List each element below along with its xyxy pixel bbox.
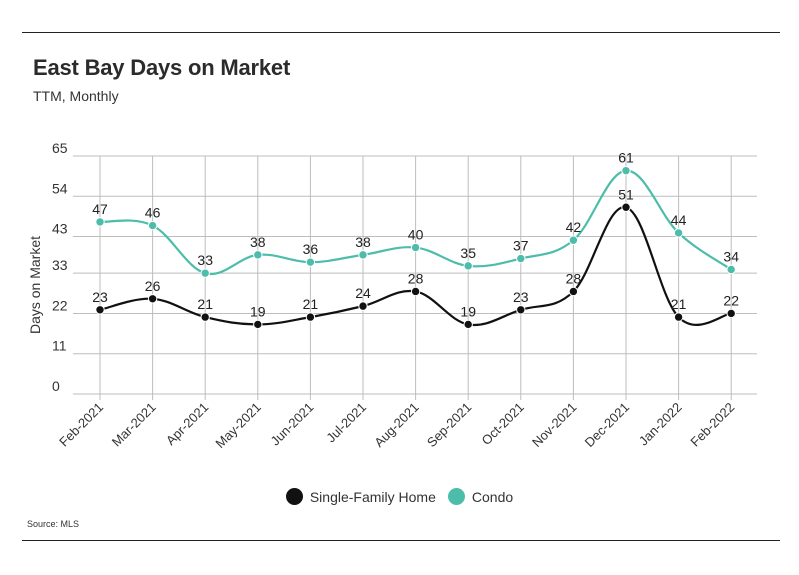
data-point-single-family — [410, 286, 421, 297]
x-tick-label: Feb-2021 — [56, 400, 106, 450]
data-point-condo — [147, 220, 158, 231]
data-point-single-family — [621, 202, 631, 212]
x-tick-labels: Feb-2021 Mar-2021 Apr-2021 May-2021 Jun-2021… — [56, 400, 737, 451]
data-point-single-family — [358, 301, 368, 311]
x-tick-label: Jan-2022 — [636, 400, 685, 449]
series-points — [95, 165, 736, 330]
data-point-single-family — [463, 319, 473, 330]
data-point-single-family — [516, 305, 526, 315]
y-tick-label: 65 — [52, 140, 68, 156]
x-tick-label: Apr-2021 — [163, 400, 211, 448]
data-label-condo: 61 — [618, 150, 634, 166]
data-label-single-family: 21 — [197, 296, 213, 312]
top-rule — [22, 32, 780, 33]
data-point-condo — [516, 253, 526, 264]
data-label-single-family: 51 — [618, 186, 634, 202]
data-label-condo: 38 — [355, 234, 371, 250]
data-label-condo: 33 — [197, 252, 213, 268]
chart-subtitle: TTM, Monthly — [33, 88, 119, 104]
data-point-condo — [568, 235, 579, 245]
data-labels: 47 46 33 38 36 38 40 35 37 42 61 44 34 23 26 21 19 21 24 28… — [92, 150, 739, 320]
y-tick-label: 22 — [52, 297, 68, 313]
legend-item-single-family[interactable]: Single-Family Home — [285, 488, 436, 505]
data-point-condo — [673, 228, 684, 238]
data-label-single-family: 21 — [303, 296, 319, 312]
data-label-single-family: 23 — [513, 289, 529, 305]
legend-label-single-family: Single-Family Home — [309, 488, 436, 505]
data-label-single-family: 21 — [671, 296, 687, 312]
data-label-single-family: 23 — [92, 289, 108, 305]
data-label-single-family: 24 — [355, 285, 371, 301]
data-label-condo: 47 — [92, 201, 108, 217]
chart-title: East Bay Days on Market — [33, 55, 291, 80]
data-point-single-family — [673, 312, 684, 322]
data-point-condo — [621, 165, 631, 176]
y-tick-label: 11 — [52, 338, 67, 354]
data-label-condo: 44 — [671, 212, 687, 228]
x-tick-label: May-2021 — [212, 400, 263, 451]
x-tick-label: Sep-2021 — [424, 400, 474, 450]
data-label-condo: 36 — [303, 241, 319, 257]
grid-lines — [73, 155, 757, 400]
data-label-single-family: 22 — [723, 292, 739, 308]
data-point-single-family — [253, 319, 263, 330]
data-label-single-family: 19 — [250, 303, 266, 319]
legend-label-condo: Condo — [471, 488, 514, 505]
data-point-single-family — [305, 312, 316, 322]
x-tick-label: Dec-2021 — [582, 400, 632, 450]
data-point-single-family — [95, 305, 105, 315]
data-point-condo — [253, 250, 263, 260]
data-point-condo — [200, 268, 210, 278]
y-tick-label: 0 — [52, 378, 60, 394]
legend-swatch-single-family — [285, 488, 303, 505]
data-label-condo: 42 — [566, 219, 582, 235]
data-point-single-family — [726, 308, 736, 319]
x-tick-label: Oct-2021 — [478, 400, 526, 448]
bottom-rule — [22, 540, 780, 541]
y-axis-label: Days on Market — [27, 236, 43, 334]
data-point-condo — [463, 261, 473, 271]
data-label-condo: 40 — [408, 227, 424, 243]
data-point-condo — [305, 257, 316, 267]
x-tick-label: Jun-2021 — [268, 400, 317, 449]
data-point-condo — [726, 264, 736, 275]
data-point-single-family — [200, 312, 210, 322]
data-label-condo: 38 — [250, 234, 266, 250]
data-label-condo: 34 — [723, 249, 739, 265]
x-tick-label: Jul-2021 — [323, 400, 369, 446]
legend: Single-Family Home Condo — [0, 488, 799, 505]
x-tick-label: Mar-2021 — [109, 400, 159, 450]
legend-swatch-condo — [447, 488, 465, 505]
data-label-single-family: 28 — [566, 270, 582, 286]
y-tick-label: 33 — [52, 257, 68, 273]
data-label-single-family: 26 — [145, 278, 161, 294]
data-label-single-family: 28 — [408, 270, 424, 286]
data-point-condo — [410, 242, 421, 253]
y-tick-labels: 0 11 22 33 43 54 65 — [52, 140, 68, 394]
x-tick-label: Nov-2021 — [529, 400, 579, 450]
data-label-condo: 37 — [513, 238, 529, 254]
source-note: Source: MLS — [27, 519, 80, 529]
data-label-condo: 35 — [460, 245, 476, 261]
y-axis-label-group: Days on Market — [27, 236, 43, 334]
y-tick-label: 54 — [52, 180, 68, 196]
legend-item-condo[interactable]: Condo — [447, 488, 514, 505]
data-point-single-family — [147, 294, 158, 304]
data-point-condo — [95, 217, 105, 227]
x-tick-label: Feb-2022 — [687, 400, 737, 450]
data-label-single-family: 19 — [460, 303, 476, 319]
data-point-condo — [358, 250, 368, 260]
data-label-condo: 46 — [145, 205, 161, 221]
x-tick-label: Aug-2021 — [371, 400, 421, 450]
y-tick-label: 43 — [52, 221, 68, 237]
data-point-single-family — [568, 286, 579, 297]
